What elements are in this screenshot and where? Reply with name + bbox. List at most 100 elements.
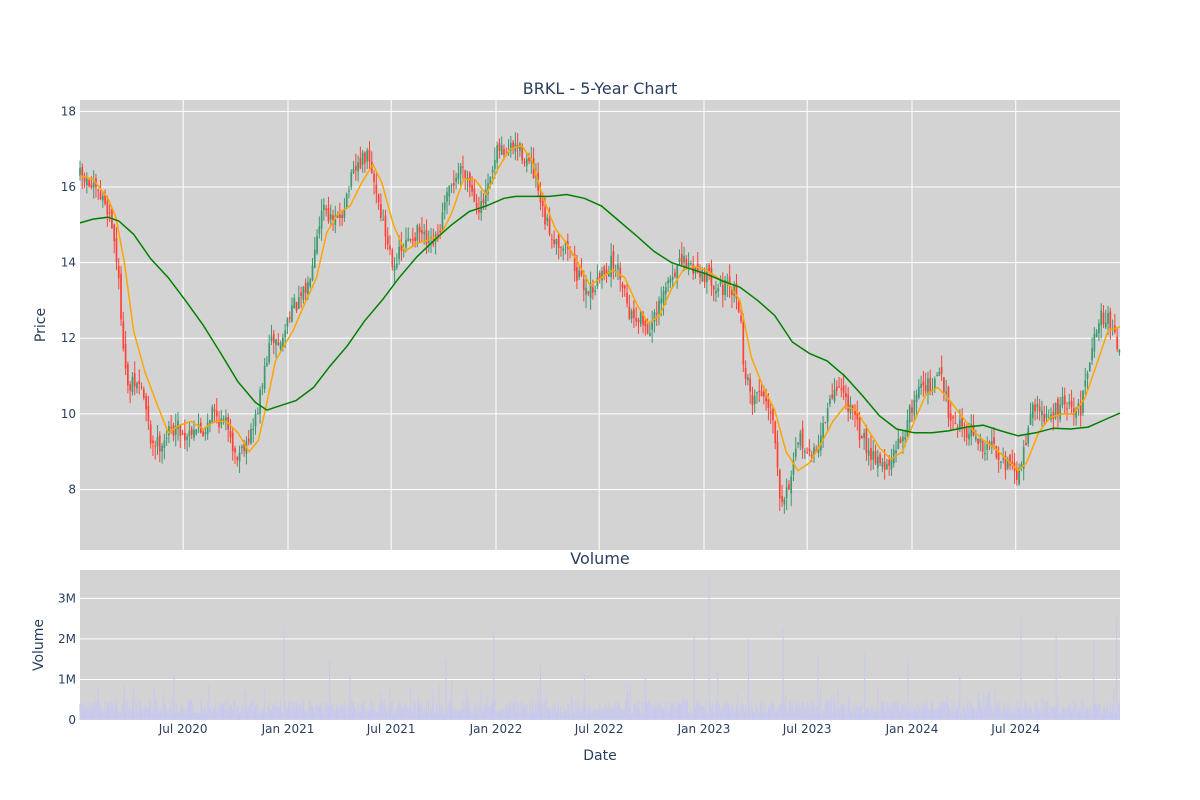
volume-bar: [717, 711, 719, 720]
candle-body: [1052, 411, 1055, 420]
volume-bar: [877, 686, 879, 720]
volume-bar: [421, 705, 423, 720]
volume-bar: [761, 703, 763, 720]
candle-body: [316, 235, 318, 254]
volume-bar: [684, 699, 686, 720]
volume-bar: [547, 708, 549, 720]
volume-bar: [869, 711, 871, 720]
candle-body: [598, 272, 601, 279]
candle-body: [218, 420, 220, 428]
candle-body: [1104, 322, 1107, 328]
volume-bar: [617, 702, 619, 720]
volume-bar: [86, 708, 88, 720]
volume-bar: [602, 707, 604, 720]
volume-bar: [603, 710, 605, 720]
volume-bar: [232, 709, 234, 720]
candle-body: [774, 421, 777, 444]
volume-spike-bar: [329, 659, 331, 720]
candle-body: [439, 230, 442, 233]
volume-bar: [798, 701, 800, 720]
x-tick-label: Jul 2023: [782, 722, 832, 736]
volume-bar: [210, 705, 212, 720]
candle-body: [897, 438, 900, 450]
candle-body: [949, 413, 952, 421]
volume-bar: [1110, 711, 1112, 720]
volume-bar: [620, 709, 622, 720]
volume-spike-bar: [693, 636, 695, 720]
volume-bar: [759, 701, 761, 720]
candle-body: [484, 189, 487, 207]
volume-bar: [480, 689, 482, 720]
volume-bar: [709, 702, 711, 720]
volume-bar: [1092, 706, 1094, 720]
candle-body: [576, 267, 578, 281]
candle-body: [1084, 380, 1087, 387]
candle-body: [1018, 467, 1020, 485]
candle-body: [952, 416, 954, 419]
volume-bar: [502, 709, 504, 720]
candle-body: [1027, 427, 1030, 444]
volume-bar: [522, 707, 524, 720]
volume-bar: [935, 710, 937, 720]
volume-bar: [1030, 705, 1032, 720]
candle-body: [179, 425, 182, 437]
candle-body: [266, 362, 268, 366]
volume-bar: [587, 708, 589, 720]
volume-bar: [437, 712, 439, 720]
candle-body: [1066, 408, 1068, 410]
volume-bar: [730, 707, 732, 720]
volume-bar: [1116, 713, 1118, 720]
volume-bar: [513, 700, 515, 720]
candle-body: [377, 194, 380, 202]
candle-body: [1029, 413, 1032, 425]
volume-bar: [477, 704, 479, 720]
volume-bar: [553, 707, 555, 720]
volume-bar: [341, 707, 343, 720]
candle-body: [318, 226, 321, 234]
volume-bar: [720, 712, 722, 720]
volume-bar: [770, 704, 772, 720]
candle-body: [735, 283, 738, 299]
volume-bar: [722, 707, 724, 720]
candle-body: [1061, 397, 1064, 406]
volume-bar: [536, 707, 538, 720]
volume-bar: [136, 705, 138, 720]
volume-bar: [367, 710, 369, 720]
volume-plot-area[interactable]: [80, 570, 1120, 720]
price-plot-area[interactable]: [80, 100, 1120, 550]
volume-bar: [889, 706, 891, 720]
volume-bar: [280, 700, 282, 720]
volume-bar: [236, 705, 238, 720]
volume-bar: [574, 712, 576, 720]
volume-y-tick-labels: 0 1M 2M 3M: [58, 591, 76, 727]
volume-bar: [119, 710, 121, 720]
candle-body: [288, 316, 291, 319]
volume-bar: [1081, 702, 1083, 720]
volume-bar: [138, 700, 140, 720]
volume-bar: [822, 709, 824, 720]
candle-body: [642, 312, 644, 326]
volume-bar: [546, 707, 548, 720]
volume-bar: [411, 711, 413, 720]
price-y-tick-label: 16: [61, 180, 76, 194]
candle-body: [753, 396, 756, 404]
volume-bar: [490, 704, 492, 720]
volume-bar: [604, 703, 606, 720]
volume-bar: [941, 701, 943, 720]
candle-body: [940, 367, 943, 374]
volume-bar: [830, 697, 832, 720]
volume-bar: [1080, 711, 1082, 720]
candle-body: [498, 143, 501, 151]
candle-body: [448, 185, 451, 197]
volume-bar: [986, 696, 988, 720]
volume-bar: [375, 712, 377, 720]
volume-bar: [975, 710, 977, 720]
volume-bar: [423, 707, 425, 720]
volume-bar: [1094, 702, 1096, 720]
volume-spike-bar: [864, 651, 866, 720]
volume-bar: [1099, 704, 1101, 720]
volume-bar: [805, 708, 807, 720]
volume-bar: [973, 707, 975, 720]
candle-body: [801, 428, 804, 449]
